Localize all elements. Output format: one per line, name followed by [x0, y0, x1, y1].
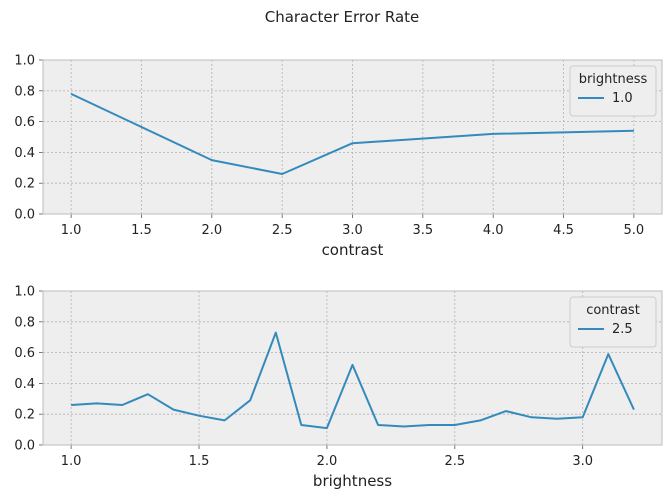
- x-tick-label: 2.0: [317, 454, 338, 469]
- x-tick-label: 4.0: [483, 223, 504, 238]
- legend-box: [569, 65, 657, 117]
- y-tick-label: 0.6: [14, 115, 35, 130]
- series-line-1.0: [70, 92, 634, 175]
- y-tick-label: 1.0: [14, 54, 35, 69]
- x-tick-label: 3.5: [412, 223, 433, 238]
- y-tick-label: 0.4: [14, 377, 35, 392]
- x-tick-label: 3.0: [572, 454, 593, 469]
- legend-entry: 1.0: [612, 91, 633, 106]
- x-axis-label: brightness: [313, 472, 392, 490]
- x-tick-label: 3.0: [342, 223, 363, 238]
- x-tick-label: 2.0: [201, 223, 222, 238]
- y-tick-label: 0.4: [14, 146, 35, 161]
- legend-entry: 2.5: [612, 322, 633, 337]
- x-tick-label: 4.5: [553, 223, 574, 238]
- x-tick-label: 1.5: [131, 223, 152, 238]
- x-tick-label: 1.5: [189, 454, 210, 469]
- plot-frame: [42, 59, 663, 215]
- y-tick-label: 0.0: [14, 439, 35, 454]
- y-tick-label: 0.8: [14, 315, 35, 330]
- bottom-panel: 1.0 1.5 2.0 2.5 3.0 0.0 0.2 0.4 0.6 0.8 1.0 brightn…: [14, 285, 663, 490]
- y-tick-label: 0.8: [14, 84, 35, 99]
- legend-title: contrast: [586, 303, 640, 318]
- plot-area: [43, 291, 662, 445]
- y-tick-label: 1.0: [14, 285, 35, 300]
- top-panel: 1.0 1.5 2.0 2.5 3.0 3.5 4.0 4.5 5.0 0.0 0.2 0.4 0.6 0…: [14, 54, 663, 259]
- y-tick-label: 0.6: [14, 346, 35, 361]
- figure-title: Character Error Rate: [265, 8, 420, 26]
- x-tick-label: 2.5: [272, 223, 293, 238]
- x-axis-label: contrast: [322, 241, 384, 259]
- x-tick-label: 2.5: [444, 454, 465, 469]
- plot-frame: [42, 290, 663, 446]
- x-tick-label: 1.0: [61, 454, 82, 469]
- y-tick-label: 0.0: [14, 208, 35, 223]
- y-tick-label: 0.2: [14, 408, 35, 423]
- x-tick-label: 1.0: [61, 223, 82, 238]
- legend-title: brightness: [579, 72, 648, 87]
- legend-box: [569, 296, 657, 348]
- x-tick-label: 5.0: [624, 223, 645, 238]
- series-line-2.5: [71, 331, 635, 430]
- y-tick-label: 0.2: [14, 177, 35, 192]
